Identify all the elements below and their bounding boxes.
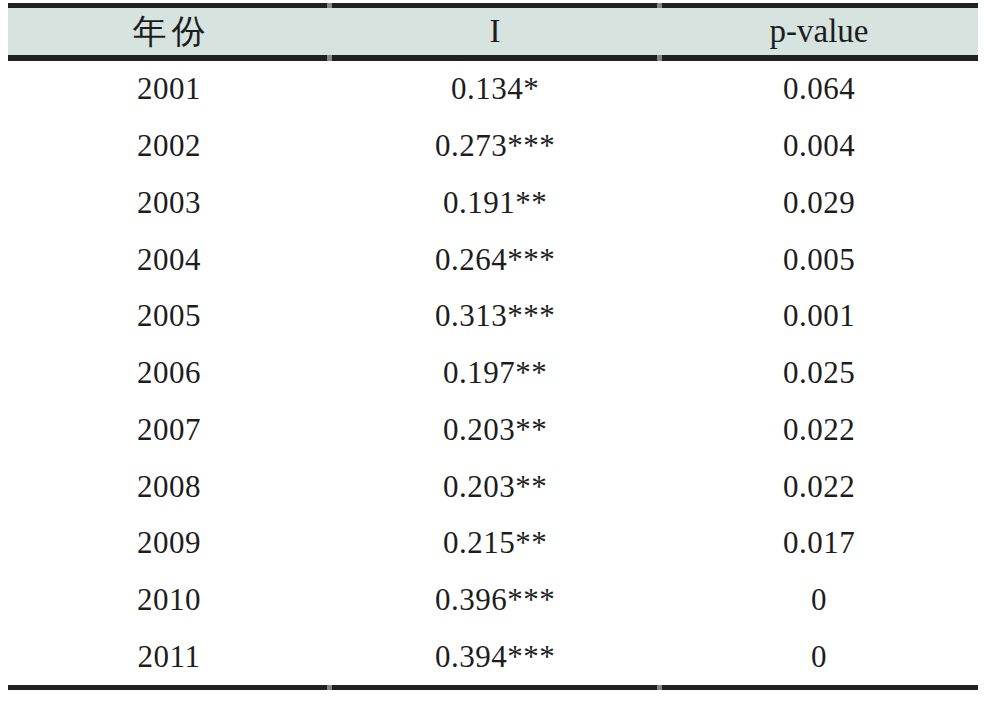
year-cell: 2008 xyxy=(8,458,330,515)
table-row: 2005 0.313*** 0.001 xyxy=(8,288,978,345)
pvalue-cell: 0.022 xyxy=(660,401,978,458)
table-top-rule xyxy=(8,3,978,8)
rule-gap xyxy=(657,3,662,8)
pvalue-cell: 0.025 xyxy=(660,345,978,402)
table-bottom-rule xyxy=(8,685,978,690)
table-row: 2009 0.215** 0.017 xyxy=(8,515,978,572)
moran-i-cell: 0.313*** xyxy=(330,288,660,345)
pvalue-cell: 0.017 xyxy=(660,515,978,572)
pvalue-cell: 0.005 xyxy=(660,231,978,288)
table-header-row: 年份 I p-value xyxy=(8,8,978,55)
table-row: 2001 0.134* 0.064 xyxy=(8,61,978,118)
header-cell-year: 年份 xyxy=(8,8,330,55)
moran-i-cell: 0.197** xyxy=(330,345,660,402)
moran-i-cell: 0.273*** xyxy=(330,118,660,175)
table-row: 2006 0.197** 0.025 xyxy=(8,345,978,402)
year-cell: 2011 xyxy=(8,628,330,685)
year-cell: 2005 xyxy=(8,288,330,345)
year-cell: 2003 xyxy=(8,174,330,231)
pvalue-cell: 0.029 xyxy=(660,174,978,231)
moran-i-cell: 0.396*** xyxy=(330,572,660,629)
year-cell: 2007 xyxy=(8,401,330,458)
table-row: 2010 0.396*** 0 xyxy=(8,572,978,629)
year-cell: 2004 xyxy=(8,231,330,288)
table-body: 2001 0.134* 0.064 2002 0.273*** 0.004 20… xyxy=(8,61,978,685)
table-row: 2003 0.191** 0.029 xyxy=(8,174,978,231)
moran-i-cell: 0.215** xyxy=(330,515,660,572)
year-cell: 2006 xyxy=(8,345,330,402)
moran-i-cell: 0.191** xyxy=(330,174,660,231)
morans-i-table: 年份 I p-value 2001 0.134* 0.064 2002 0.27… xyxy=(8,3,978,690)
table-row: 2011 0.394*** 0 xyxy=(8,628,978,685)
year-cell: 2010 xyxy=(8,572,330,629)
header-separator-rule xyxy=(8,55,978,61)
header-cell-pvalue: p-value xyxy=(660,8,978,55)
pvalue-cell: 0.022 xyxy=(660,458,978,515)
rule-gap xyxy=(657,55,662,61)
pvalue-cell: 0 xyxy=(660,572,978,629)
year-cell: 2002 xyxy=(8,118,330,175)
table-row: 2002 0.273*** 0.004 xyxy=(8,118,978,175)
year-cell: 2009 xyxy=(8,515,330,572)
moran-i-cell: 0.203** xyxy=(330,401,660,458)
year-cell: 2001 xyxy=(8,61,330,118)
moran-i-cell: 0.264*** xyxy=(330,231,660,288)
header-cell-moran-i: I xyxy=(330,8,660,55)
pvalue-cell: 0 xyxy=(660,628,978,685)
table-row: 2004 0.264*** 0.005 xyxy=(8,231,978,288)
pvalue-cell: 0.001 xyxy=(660,288,978,345)
pvalue-cell: 0.064 xyxy=(660,61,978,118)
pvalue-cell: 0.004 xyxy=(660,118,978,175)
rule-gap xyxy=(327,685,332,690)
rule-gap xyxy=(327,55,332,61)
rule-gap xyxy=(657,685,662,690)
rule-gap xyxy=(327,3,332,8)
moran-i-cell: 0.134* xyxy=(330,61,660,118)
moran-i-cell: 0.203** xyxy=(330,458,660,515)
moran-i-cell: 0.394*** xyxy=(330,628,660,685)
table-row: 2007 0.203** 0.022 xyxy=(8,401,978,458)
table-row: 2008 0.203** 0.022 xyxy=(8,458,978,515)
